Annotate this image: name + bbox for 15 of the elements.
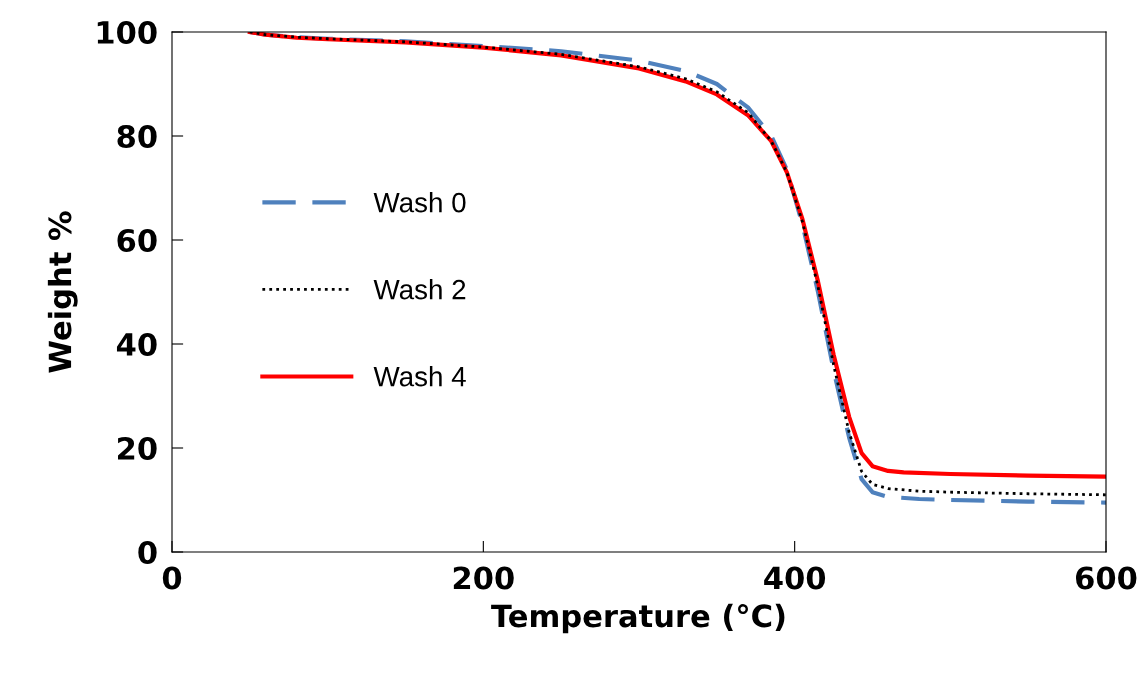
y-tick-label: 40	[116, 332, 157, 357]
legend-label: Wash 2	[373, 279, 466, 300]
x-tick-label: 0	[162, 566, 182, 590]
x-tick-label: 400	[764, 566, 826, 590]
y-axis-title: Weight %	[47, 211, 78, 373]
legend-label: Wash 4	[373, 366, 466, 387]
x-axis-title: Temperature (°C)	[491, 603, 785, 634]
y-tick-label: 100	[97, 20, 157, 45]
y-tick-label: 60	[117, 228, 157, 253]
y-tick-label: 0	[138, 540, 157, 565]
x-tick-label: 200	[453, 566, 514, 590]
y-tick-label: 20	[118, 436, 157, 461]
y-tick-label: 80	[117, 124, 157, 149]
legend-label: Wash 0	[373, 192, 466, 213]
x-tick-label: 600	[1076, 566, 1137, 590]
